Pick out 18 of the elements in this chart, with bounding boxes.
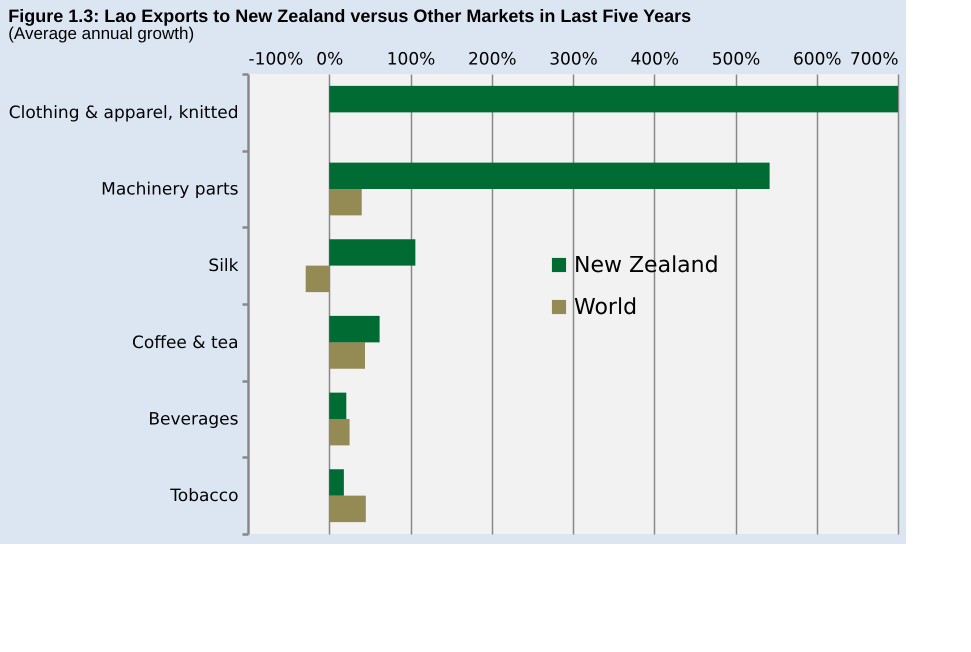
x-tick-label: 300%: [549, 50, 598, 70]
x-tick-label: 500%: [712, 50, 760, 70]
x-tick-label: 200%: [468, 50, 517, 70]
y-tick-label: Coffee & tea: [132, 332, 238, 353]
y-tick-label: Tobacco: [169, 486, 238, 506]
x-tick-label: 100%: [386, 50, 436, 70]
legend-label: World: [574, 295, 638, 320]
x-tick-label: 700%: [850, 50, 898, 70]
y-tick-label: Machinery parts: [101, 180, 239, 200]
x-tick-label: 0%: [316, 50, 344, 70]
y-tick-label: Beverages: [148, 410, 239, 430]
legend-label: New Zealand: [574, 253, 719, 278]
x-tick-label: 400%: [630, 50, 680, 70]
y-tick-label: Clothing & apparel, knitted: [8, 102, 238, 123]
chart-title: Figure 1.3: Lao Exports to New Zealand versus Other Markets in Last Five Years: [8, 6, 692, 26]
x-tick-label: 600%: [792, 50, 842, 70]
y-tick-label: Silk: [208, 256, 239, 276]
x-tick-label: -100%: [248, 50, 304, 70]
